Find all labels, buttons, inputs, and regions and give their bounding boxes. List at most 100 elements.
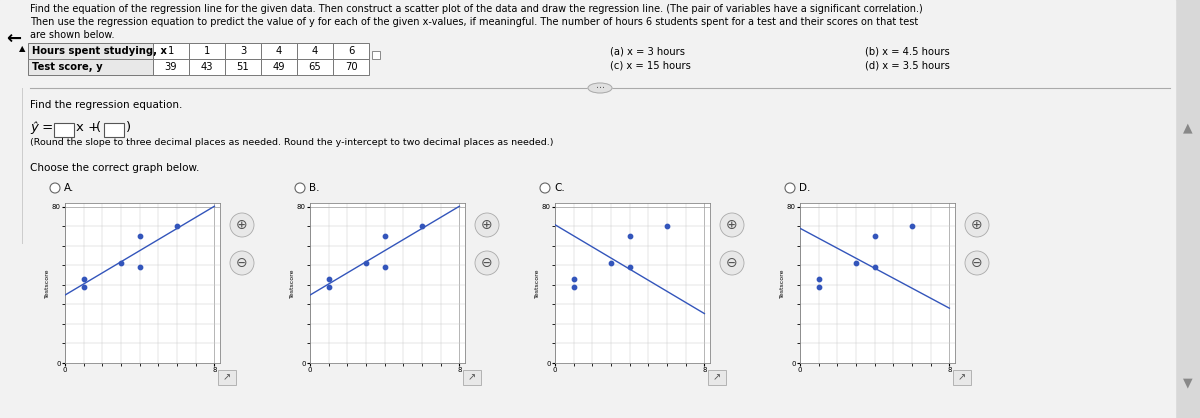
Bar [226,43,262,59]
Circle shape [475,213,499,237]
Bar [28,43,154,59]
Circle shape [230,213,254,237]
Point [601,260,620,267]
Text: ⊕: ⊕ [236,218,248,232]
Text: A.: A. [64,183,74,193]
Circle shape [965,251,989,275]
Circle shape [785,183,796,193]
Bar [104,123,124,137]
Bar [334,43,370,59]
Text: Hours spent studying, x: Hours spent studying, x [32,46,167,56]
Point [620,264,640,271]
Circle shape [720,251,744,275]
Text: ↗: ↗ [223,372,232,382]
Text: ▼: ▼ [1183,377,1193,390]
Bar [298,59,334,75]
Text: 3: 3 [240,46,246,56]
Point [846,260,865,267]
Bar [28,59,154,75]
Circle shape [230,251,254,275]
Text: 6: 6 [348,46,354,56]
Text: 1: 1 [204,46,210,56]
Text: are shown below.: are shown below. [30,30,114,40]
Text: ▲: ▲ [19,44,25,53]
Text: (: ( [96,121,101,134]
Text: (c) x = 15 hours: (c) x = 15 hours [610,61,691,71]
Text: ⋯: ⋯ [595,84,605,92]
Bar [154,43,190,59]
Point [74,283,94,290]
Text: Find the equation of the regression line for the given data. Then construct a sc: Find the equation of the regression line… [30,4,923,14]
Bar [953,370,971,385]
Text: 49: 49 [272,62,286,72]
Bar [262,59,298,75]
Text: ↗: ↗ [713,372,721,382]
Text: 43: 43 [200,62,214,72]
Point [319,283,338,290]
Point [564,283,583,290]
Circle shape [50,183,60,193]
Circle shape [475,251,499,275]
Bar [218,370,236,385]
Text: 51: 51 [236,62,250,72]
Text: 70: 70 [344,62,358,72]
Point [356,260,376,267]
Bar [154,59,190,75]
Circle shape [295,183,305,193]
Point [130,264,149,271]
Bar [372,51,380,59]
Text: ⊕: ⊕ [726,218,738,232]
Text: 1: 1 [168,46,174,56]
Bar [334,59,370,75]
Point [168,223,187,230]
Point [902,223,922,230]
Text: (b) x = 4.5 hours: (b) x = 4.5 hours [865,47,949,57]
Point [809,283,828,290]
Text: Test score, y: Test score, y [32,62,103,72]
Text: (Round the slope to three decimal places as needed. Round the y-intercept to two: (Round the slope to three decimal places… [30,138,553,147]
Bar [298,43,334,59]
Point [865,264,884,271]
Circle shape [540,183,550,193]
Circle shape [965,213,989,237]
Text: 39: 39 [164,62,178,72]
Text: ⊖: ⊖ [971,256,983,270]
Text: ←: ← [6,30,22,48]
Text: Choose the correct graph below.: Choose the correct graph below. [30,163,199,173]
Y-axis label: Testscore: Testscore [535,268,540,298]
Bar [463,370,481,385]
Point [658,223,677,230]
Text: C.: C. [554,183,565,193]
Text: (a) x = 3 hours: (a) x = 3 hours [610,47,685,57]
Point [413,223,432,230]
Y-axis label: Testscore: Testscore [290,268,295,298]
Text: ⊖: ⊖ [726,256,738,270]
Y-axis label: Testscore: Testscore [46,268,50,298]
Text: 4: 4 [312,46,318,56]
Point [865,233,884,240]
Bar [190,43,226,59]
Text: ŷ =: ŷ = [30,121,53,134]
Text: x +: x + [76,121,100,134]
Text: ▲: ▲ [1183,122,1193,135]
Text: ⊕: ⊕ [971,218,983,232]
Text: Find the regression equation.: Find the regression equation. [30,100,182,110]
Bar [190,59,226,75]
Text: ↗: ↗ [468,372,476,382]
Point [564,276,583,283]
Text: ↗: ↗ [958,372,966,382]
Circle shape [720,213,744,237]
Point [376,264,395,271]
Point [130,233,149,240]
Text: ⊖: ⊖ [481,256,493,270]
Text: 4: 4 [276,46,282,56]
Ellipse shape [588,83,612,93]
Text: D.: D. [799,183,810,193]
Text: ⊕: ⊕ [481,218,493,232]
Point [620,233,640,240]
Point [74,276,94,283]
Text: ): ) [126,121,131,134]
Text: (d) x = 3.5 hours: (d) x = 3.5 hours [865,61,950,71]
Bar [54,123,74,137]
Text: ⊖: ⊖ [236,256,248,270]
